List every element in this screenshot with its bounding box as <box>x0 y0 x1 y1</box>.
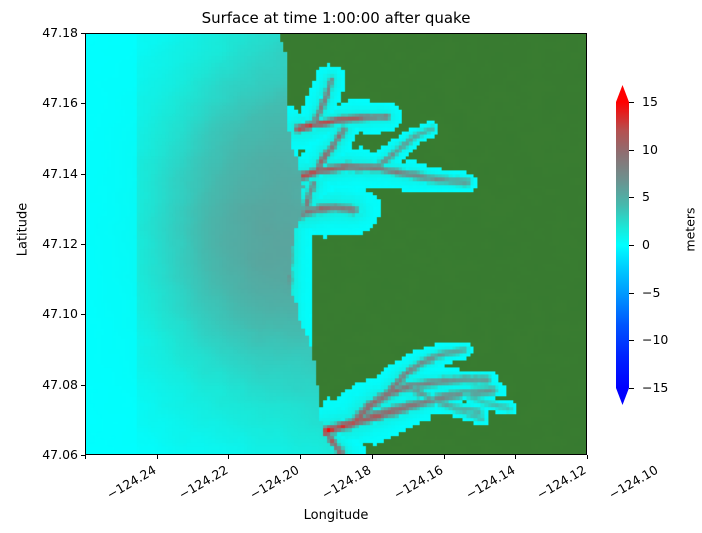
x-tick-label: −124.10 <box>606 462 661 503</box>
y-tick-mark <box>81 33 85 34</box>
colorbar-label: meters <box>682 207 698 252</box>
colorbar-tick-label: 0 <box>642 237 650 252</box>
x-tick-label: −124.24 <box>104 462 159 503</box>
colorbar-tick-label: 5 <box>642 189 650 205</box>
x-tick-label: −124.20 <box>247 462 302 503</box>
surface-heatmap <box>86 34 586 454</box>
x-tick-label: −124.12 <box>534 462 589 503</box>
colorbar-tick-mark <box>629 102 634 103</box>
x-tick-mark <box>443 455 445 459</box>
y-tick-mark <box>81 314 85 316</box>
colorbar-tick-mark <box>629 197 634 199</box>
colorbar-tick-mark <box>629 149 634 151</box>
x-tick-mark <box>300 455 302 459</box>
y-tick-mark <box>81 173 85 175</box>
x-tick-label: −124.22 <box>175 462 231 503</box>
colorbar-tick-label: 10 <box>642 141 658 157</box>
colorbar-tick-label: −5 <box>642 284 661 300</box>
colorbar-tick-label: −15 <box>642 380 669 395</box>
x-tick-label: −124.14 <box>462 462 518 503</box>
y-tick-mark <box>81 455 85 456</box>
x-tick-label: −124.16 <box>390 462 446 503</box>
colorbar-tick-label: 15 <box>642 94 658 109</box>
y-tick-mark <box>81 384 85 386</box>
y-tick-label: 47.14 <box>42 165 78 181</box>
y-tick-mark <box>81 103 85 105</box>
map-axes[interactable] <box>85 33 587 455</box>
colorbar-tick-mark <box>629 245 634 246</box>
y-tick-label: 47.18 <box>42 25 78 40</box>
colorbar-tick-mark <box>629 292 634 294</box>
x-tick-mark <box>228 455 230 459</box>
colorbar-tick-label: −10 <box>642 332 669 348</box>
y-tick-label: 47.12 <box>42 236 78 251</box>
x-tick-mark <box>587 455 588 459</box>
y-axis-label: Latitude <box>15 202 31 257</box>
y-tick-label: 47.08 <box>42 376 78 392</box>
x-tick-mark <box>156 455 158 459</box>
colorbar-gradient <box>616 85 629 405</box>
colorbar-tick-mark <box>629 388 634 389</box>
x-tick-label: −124.18 <box>319 462 374 503</box>
y-tick-mark <box>81 244 85 245</box>
y-tick-label: 47.10 <box>42 306 78 322</box>
x-tick-mark <box>371 455 373 459</box>
colorbar-tick-mark <box>629 340 634 342</box>
page-title: Surface at time 1:00:00 after quake <box>201 9 471 27</box>
x-tick-mark <box>515 455 517 459</box>
x-axis-label: Longitude <box>303 508 369 523</box>
y-tick-label: 47.06 <box>42 447 78 462</box>
y-tick-label: 47.16 <box>42 95 78 111</box>
x-tick-mark <box>85 455 86 459</box>
